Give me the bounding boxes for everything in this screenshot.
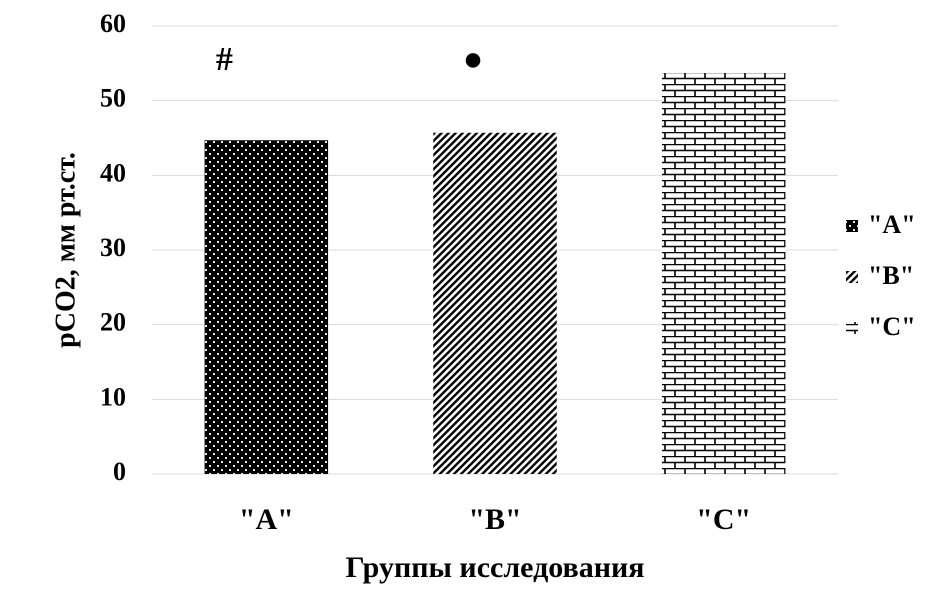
bar [661,73,786,474]
x-tick-label: "A" [239,503,294,536]
bar [433,132,557,475]
annotation: # [216,41,233,78]
y-tick-label: 50 [100,84,126,113]
y-tick-label: 10 [100,382,126,411]
x-axis-title: Группы исследования [345,551,644,584]
legend-swatch [846,220,858,232]
bar [204,140,329,475]
y-tick-label: 40 [100,158,126,187]
legend-swatch [846,322,858,334]
legend-label: "A" [868,210,916,239]
y-tick-label: 0 [113,457,126,486]
y-tick-label: 20 [100,308,126,337]
legend-label: "B" [868,261,914,290]
legend-label: "C" [868,312,916,341]
y-tick-label: 30 [100,233,126,262]
annotation: ● [463,41,484,78]
legend-swatch [846,271,858,283]
x-tick-label: "B" [468,503,521,536]
x-tick-label: "C" [696,503,751,536]
y-axis-title: pCO2, мм рт.ст. [50,152,81,348]
y-tick-label: 60 [100,9,126,38]
